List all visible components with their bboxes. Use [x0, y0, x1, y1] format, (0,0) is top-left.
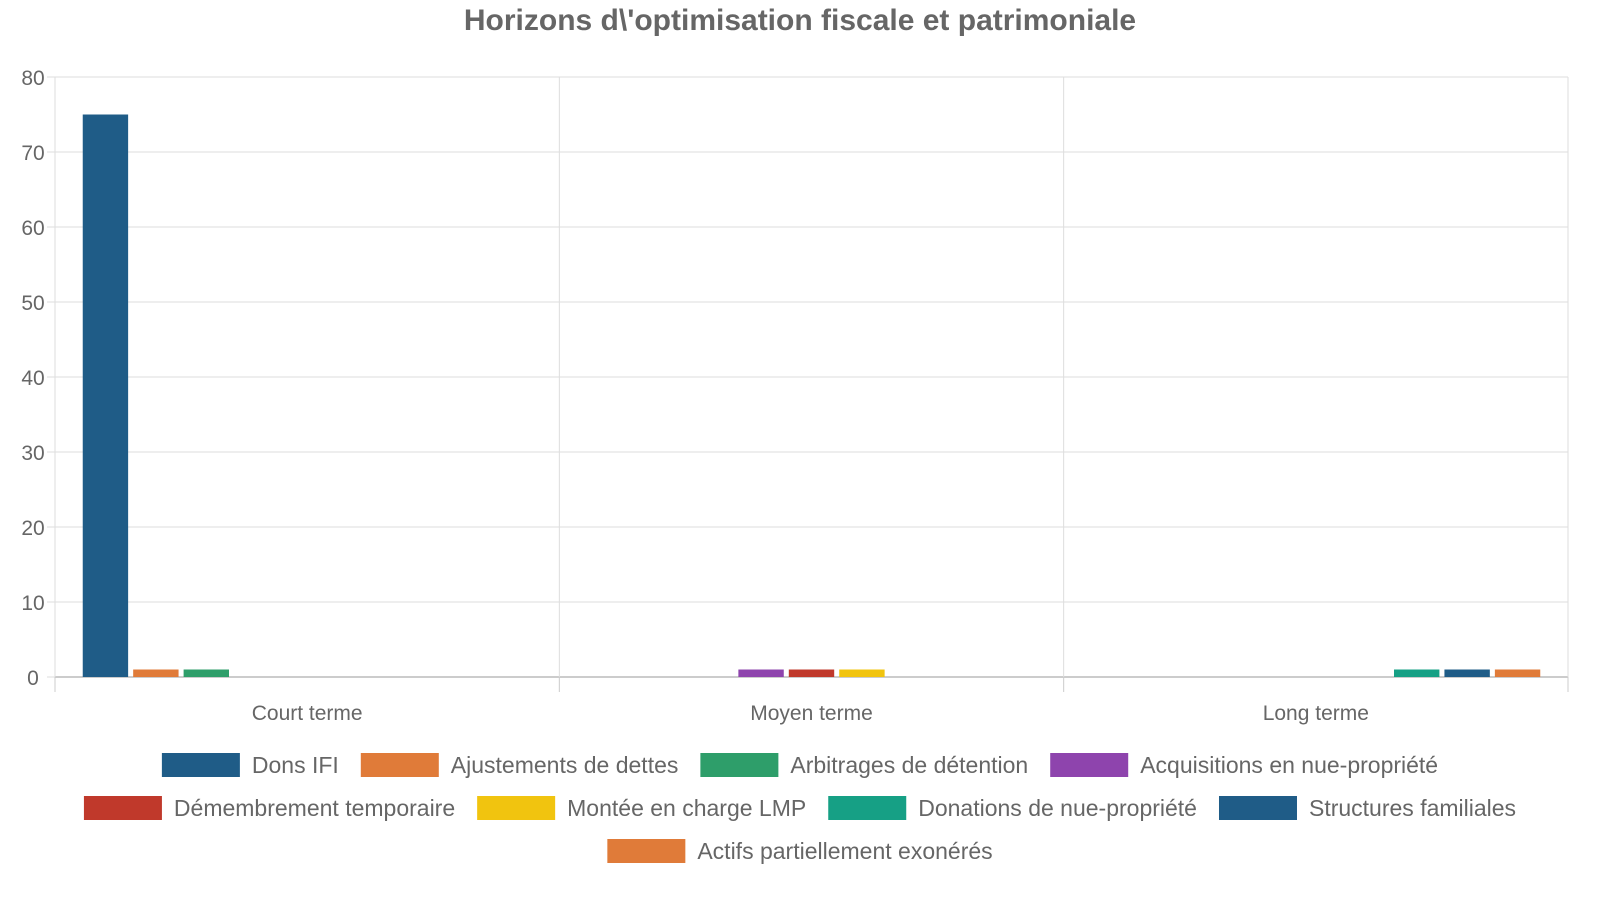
grid-lines	[54, 76, 1569, 678]
legend-label: Démembrement temporaire	[174, 795, 455, 821]
legend-swatch	[828, 796, 907, 820]
legend-swatch	[360, 753, 439, 777]
legend-swatch	[161, 753, 240, 777]
y-tick-label: 0	[27, 667, 39, 690]
bar	[1444, 669, 1490, 677]
legend-label: Dons IFI	[252, 752, 339, 778]
axes: 0 10 20 30 40 50 60 70 80 Court terme Moyen terme L…	[21, 67, 1569, 725]
bar	[1394, 669, 1440, 677]
legend: Dons IFI Ajustements de dettes Arbitrages …	[83, 752, 1516, 864]
bars	[82, 114, 1541, 677]
y-tick-label: 40	[21, 367, 44, 390]
y-tick-label: 60	[21, 217, 44, 240]
legend-swatch	[477, 796, 556, 820]
x-tick-label: Moyen terme	[750, 702, 873, 725]
bar	[738, 669, 784, 677]
x-tick-label: Long terme	[1263, 702, 1369, 725]
bar	[183, 669, 229, 677]
legend-label: Actifs partiellement exonérés	[697, 838, 992, 864]
legend-label: Ajustements de dettes	[451, 752, 679, 778]
y-tick-label: 20	[21, 517, 44, 540]
legend-label: Arbitrages de détention	[790, 752, 1028, 778]
x-tick-label: Court terme	[252, 702, 363, 725]
y-tick-label: 50	[21, 292, 44, 315]
legend-swatch	[607, 839, 686, 863]
legend-swatch	[1050, 753, 1129, 777]
bar	[839, 669, 885, 677]
legend-label: Structures familiales	[1309, 795, 1516, 821]
y-tick-label: 10	[21, 592, 44, 615]
chart-title: Horizons d\'optimisation fiscale et patr…	[464, 4, 1136, 37]
legend-label: Donations de nue-propriété	[918, 795, 1197, 821]
bar	[82, 114, 129, 677]
bar	[788, 669, 835, 677]
legend-swatch	[83, 796, 162, 820]
legend-label: Acquisitions en nue-propriété	[1140, 752, 1438, 778]
y-tick-label: 30	[21, 442, 44, 465]
legend-label: Montée en charge LMP	[567, 795, 806, 821]
legend-swatch	[700, 753, 779, 777]
bar	[1494, 669, 1541, 677]
legend-swatch	[1218, 796, 1297, 820]
bar	[133, 669, 179, 677]
y-tick-label: 70	[21, 142, 44, 165]
y-tick-label: 80	[21, 67, 44, 90]
